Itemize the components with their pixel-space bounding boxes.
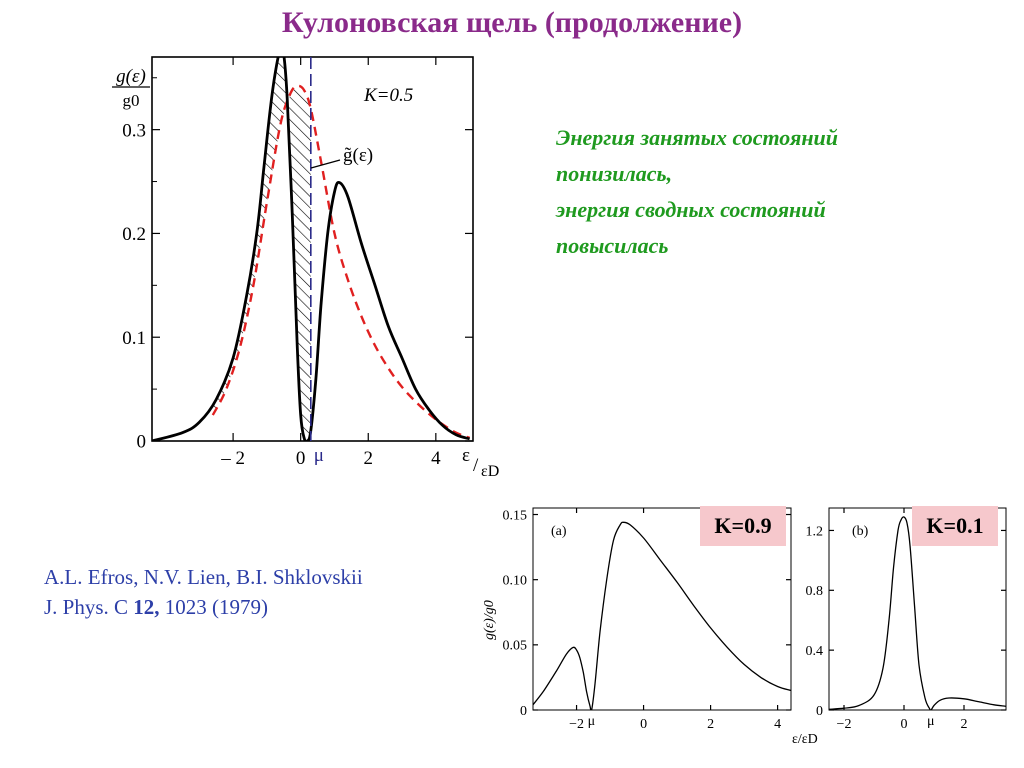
inset-a-curve bbox=[533, 521, 791, 710]
inset-a-ytick-label: 0.15 bbox=[503, 508, 528, 523]
inset-b-panel-label: (b) bbox=[852, 524, 869, 539]
g-tilde-leader bbox=[310, 159, 341, 169]
reference-journal: J. Phys. C bbox=[44, 595, 129, 619]
slide-title: Кулоновская щель (продолжение) bbox=[281, 6, 743, 39]
reference: A.L. Efros, N.V. Lien, B.I. Shklovskii J… bbox=[44, 562, 363, 622]
reference-authors: A.L. Efros, N.V. Lien, B.I. Shklovskii bbox=[44, 565, 363, 589]
main-ytick-label: 0.3 bbox=[122, 120, 146, 141]
reference-citation: J. Phys. C 12, 1023 (1979) bbox=[44, 592, 363, 622]
main-ytick-label: 0.1 bbox=[122, 328, 146, 349]
main-ylabel-denominator: g0 bbox=[123, 91, 140, 110]
inset-b-ytick-label: 0 bbox=[816, 704, 823, 719]
annotation-line: энергия сводных состояний bbox=[556, 197, 826, 222]
k-label-box-b: K=0.1 bbox=[912, 506, 998, 546]
main-xtick-label: 0 bbox=[296, 448, 306, 469]
inset-b-xtick-label: 0 bbox=[901, 717, 908, 732]
main-xlabel-slash: / bbox=[473, 455, 479, 476]
main-xtick-label: 4 bbox=[431, 448, 441, 469]
inset-a-mu-label: μ bbox=[588, 714, 596, 729]
main-ytick-label: 0.2 bbox=[122, 224, 146, 245]
k-param-label: K=0.5 bbox=[363, 85, 413, 106]
inset-a-xtick-label: 2 bbox=[707, 717, 714, 732]
annotation-line: Энергия занятых состояний bbox=[556, 125, 839, 150]
inset-a-xtick-label: −2 bbox=[569, 717, 584, 732]
inset-a-panel-label: (a) bbox=[551, 524, 567, 539]
hatched-region bbox=[212, 57, 311, 441]
inset-b-mu-label: μ bbox=[927, 714, 935, 729]
inset-a-ytick-label: 0.05 bbox=[503, 639, 528, 654]
reference-volume: 12, bbox=[133, 595, 160, 619]
main-ylabel-numerator: g(ε) bbox=[116, 66, 146, 87]
inset-b-xtick-label: 2 bbox=[961, 717, 968, 732]
main-xlabel-numerator: ε bbox=[462, 445, 470, 466]
annotation-line: повысилась bbox=[556, 233, 669, 258]
main-xtick-label: – 2 bbox=[220, 448, 245, 469]
inset-a-ytick-label: 0.10 bbox=[503, 574, 528, 589]
main-plot-frame bbox=[151, 56, 474, 442]
main-xlabel-denominator: εD bbox=[481, 463, 499, 480]
k-label-box-a: K=0.9 bbox=[700, 506, 786, 546]
main-xtick-label: 2 bbox=[364, 448, 374, 469]
g-curve bbox=[152, 57, 471, 441]
inset-b-ytick-label: 1.2 bbox=[806, 524, 824, 539]
inset-b-xtick-label: −2 bbox=[837, 717, 852, 732]
inset-a-ytick-label: 0 bbox=[520, 704, 527, 719]
main-ytick-label: 0 bbox=[137, 432, 147, 453]
inset-a-xtick-label: 4 bbox=[774, 717, 781, 732]
inset-a-xtick-label: 0 bbox=[640, 717, 647, 732]
main-mu-label: μ bbox=[314, 445, 324, 466]
annotation-line: понизилась, bbox=[556, 161, 673, 186]
annotation-text: Энергия занятых состояний понизилась, эн… bbox=[556, 120, 976, 264]
inset-b-ytick-label: 0.8 bbox=[806, 584, 824, 599]
inset-b-ytick-label: 0.4 bbox=[806, 644, 824, 659]
k-label-b: K=0.1 bbox=[926, 513, 984, 538]
g-tilde-curve bbox=[211, 84, 471, 440]
inset-xlabel: ε/εD bbox=[792, 732, 818, 747]
k-label-a: K=0.9 bbox=[714, 513, 772, 538]
g-tilde-label: g̃(ε) bbox=[343, 145, 373, 166]
reference-pages: 1023 (1979) bbox=[164, 595, 269, 619]
inset-a-ylabel: g(ε)/g0 bbox=[482, 600, 497, 640]
